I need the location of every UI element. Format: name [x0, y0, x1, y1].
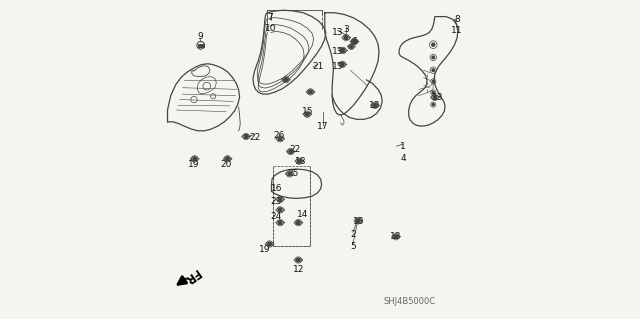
Text: 15: 15 [302, 107, 314, 116]
Circle shape [296, 258, 300, 262]
Text: 10: 10 [265, 24, 276, 33]
Text: SHJ4B5000C: SHJ4B5000C [383, 297, 435, 306]
Circle shape [340, 63, 344, 66]
Text: 5: 5 [350, 242, 356, 251]
Text: 6: 6 [351, 37, 357, 46]
Circle shape [353, 40, 356, 43]
Text: 26: 26 [274, 131, 285, 140]
Circle shape [278, 208, 282, 212]
Circle shape [356, 219, 360, 223]
Text: 8: 8 [454, 15, 460, 24]
Circle shape [278, 221, 282, 225]
Text: 13: 13 [369, 101, 381, 110]
Circle shape [432, 92, 435, 93]
Circle shape [244, 135, 248, 138]
Circle shape [308, 90, 312, 94]
Text: 20: 20 [221, 160, 232, 169]
Circle shape [433, 96, 436, 99]
Text: 24: 24 [271, 212, 282, 221]
Text: 19: 19 [259, 245, 271, 254]
Text: 12: 12 [292, 265, 304, 274]
Text: 19: 19 [188, 160, 199, 169]
Text: 13: 13 [332, 47, 344, 56]
Text: 14: 14 [298, 210, 308, 219]
Text: 11: 11 [451, 26, 463, 35]
Text: 13: 13 [353, 217, 364, 226]
Text: 3: 3 [344, 25, 349, 34]
Text: 13: 13 [332, 62, 344, 70]
Text: 16: 16 [271, 184, 282, 193]
Text: 17: 17 [317, 122, 329, 131]
Circle shape [432, 43, 435, 46]
Text: 4: 4 [400, 154, 406, 163]
Circle shape [432, 104, 435, 106]
Circle shape [394, 235, 397, 238]
Text: 25: 25 [287, 169, 299, 178]
Circle shape [284, 78, 287, 82]
Text: 2: 2 [350, 230, 356, 239]
Text: 7: 7 [268, 13, 273, 22]
Text: 13: 13 [332, 28, 344, 37]
Text: 22: 22 [289, 145, 301, 154]
Circle shape [432, 69, 435, 71]
Text: 13: 13 [431, 93, 443, 102]
Circle shape [193, 157, 196, 161]
Text: 22: 22 [249, 133, 260, 142]
Circle shape [226, 157, 229, 161]
Circle shape [353, 40, 356, 43]
Circle shape [305, 113, 309, 116]
Text: 23: 23 [271, 197, 282, 206]
Circle shape [288, 172, 291, 175]
Circle shape [268, 242, 271, 246]
Circle shape [432, 80, 435, 82]
Circle shape [298, 159, 301, 163]
Circle shape [289, 150, 292, 153]
Text: 21: 21 [312, 63, 323, 71]
Text: 9: 9 [197, 32, 203, 41]
Text: FR.: FR. [177, 265, 202, 289]
Circle shape [341, 48, 345, 52]
Bar [198, 44, 204, 47]
Circle shape [349, 45, 353, 48]
Circle shape [278, 137, 282, 141]
Circle shape [432, 56, 435, 59]
Circle shape [373, 103, 376, 107]
Circle shape [296, 221, 300, 225]
Text: 1: 1 [400, 142, 406, 151]
Text: 18: 18 [295, 157, 307, 166]
Circle shape [344, 36, 348, 40]
Circle shape [278, 197, 282, 201]
Bar [198, 44, 204, 47]
Text: 13: 13 [390, 232, 402, 241]
